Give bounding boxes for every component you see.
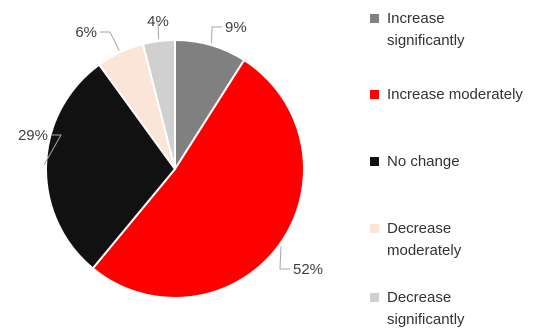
- leader-line: [211, 26, 222, 44]
- legend-item-decrease-significantly: Decrease significantly: [370, 287, 552, 331]
- legend-swatch: [370, 14, 379, 23]
- leader-line: [157, 20, 160, 40]
- data-label: 29%: [18, 127, 48, 144]
- legend-item-no-change: No change: [370, 151, 552, 173]
- legend-item-decrease-moderately: Decrease moderately: [370, 218, 552, 262]
- legend-label: Decrease moderately: [387, 220, 462, 259]
- data-labels: 9% 52% 29% 6% 4%: [18, 13, 323, 278]
- data-label: 4%: [147, 13, 169, 30]
- leader-line: [43, 134, 62, 166]
- legend-label: Increase moderately: [387, 86, 523, 103]
- legend-label: Decrease significantly: [387, 289, 465, 328]
- pie-slice-increase-moderately: [91, 58, 305, 299]
- data-label: 6%: [75, 24, 97, 41]
- data-label: 52%: [293, 261, 323, 278]
- pie-chart: 9% 52% 29% 6% 4%: [18, 13, 323, 299]
- legend-item-increase-moderately: Increase moderately: [370, 84, 552, 106]
- data-label: 9%: [225, 19, 247, 36]
- leader-lines: [43, 20, 290, 270]
- pie-slices: [45, 38, 305, 299]
- pie-slice-no-change: [45, 63, 177, 270]
- legend-item-increase-significantly: Increase significantly: [370, 8, 552, 52]
- legend-swatch: [370, 224, 379, 233]
- legend-swatch: [370, 157, 379, 166]
- legend-swatch: [370, 90, 379, 99]
- legend: Increase significantly Increase moderatel…: [370, 0, 555, 333]
- legend-swatch: [370, 293, 379, 302]
- leader-line: [279, 245, 290, 270]
- pie-slice-decrease-significantly: [141, 38, 176, 170]
- legend-label: No change: [387, 153, 460, 170]
- leader-line: [100, 31, 120, 51]
- legend-label: Increase significantly: [387, 10, 465, 49]
